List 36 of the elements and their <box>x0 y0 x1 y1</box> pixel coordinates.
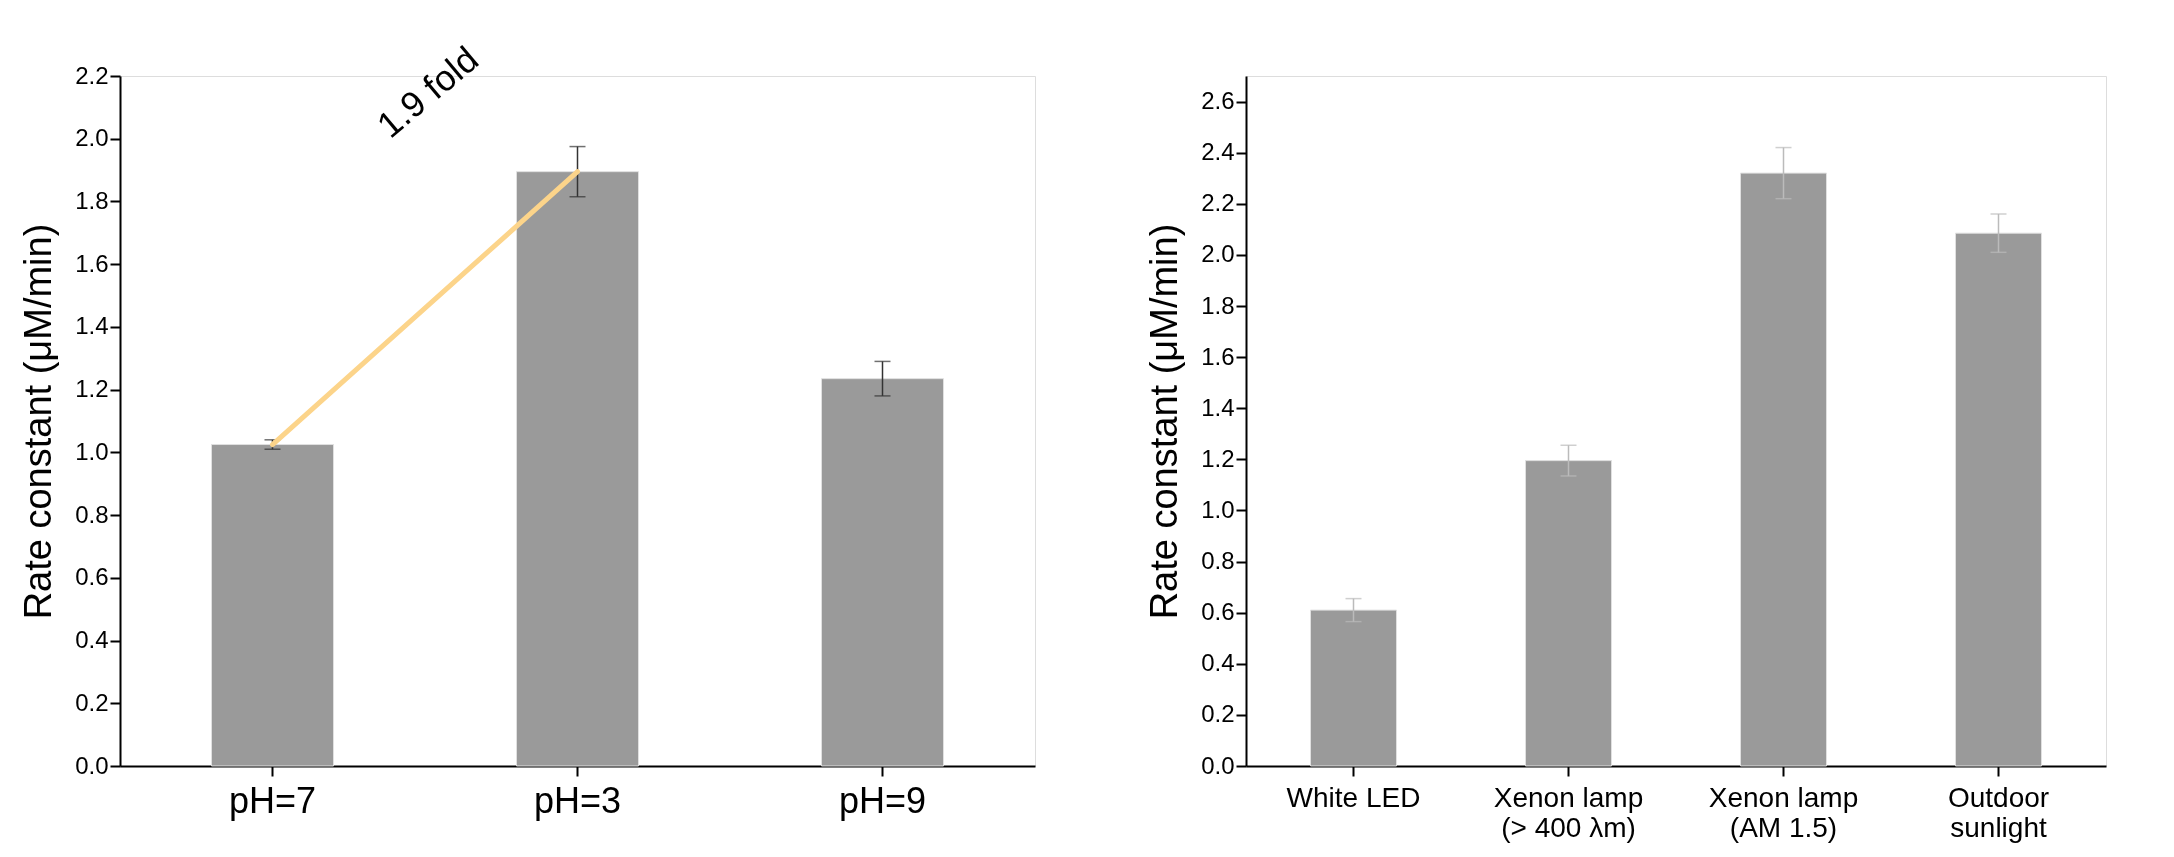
x-tick-label: pH=9 <box>838 779 927 821</box>
y-tick-label: 2.2 <box>75 61 109 89</box>
y-tick-label: 1.4 <box>1201 393 1235 421</box>
y-tick-label: 1.6 <box>1201 342 1235 370</box>
y-tick-label: 0.4 <box>75 626 109 654</box>
x-tick-label: White LED <box>1286 781 1421 813</box>
y-tick-label: 1.6 <box>75 249 109 277</box>
y-tick-label: 2.0 <box>1201 240 1235 268</box>
y-tick-label: 2.6 <box>1201 87 1235 115</box>
y-tick-label: 0.4 <box>1201 649 1235 677</box>
y-axis-title: Rate constant (μM/min) <box>1143 223 1186 620</box>
x-tick-label: Xenon lamp (AM 1.5) <box>1708 781 1859 843</box>
y-tick-label: 0.8 <box>1201 547 1235 575</box>
y-tick-label: 0.0 <box>1201 751 1235 779</box>
y-tick-label: 0.0 <box>75 751 109 779</box>
x-tick-label: pH=7 <box>228 779 317 821</box>
y-tick-label: 1.0 <box>1201 495 1235 523</box>
y-tick-label: 2.0 <box>75 124 109 152</box>
y-axis-title: Rate constant (μM/min) <box>17 223 60 620</box>
y-tick-label: 1.8 <box>1201 291 1235 319</box>
y-tick-label: 0.6 <box>75 563 109 591</box>
y-tick-label: 1.2 <box>75 375 109 403</box>
y-tick-label: 0.8 <box>75 500 109 528</box>
y-tick-label: 1.2 <box>1201 444 1235 472</box>
x-tick-label: Xenon lamp (> 400 λm) <box>1493 781 1644 843</box>
y-tick-label: 2.4 <box>1201 138 1235 166</box>
annotation: 1.9 fold <box>369 38 486 146</box>
x-tick-label: pH=3 <box>533 779 622 821</box>
x-tick-label: Outdoor sunlight <box>1947 781 2050 843</box>
y-tick-label: 0.2 <box>1201 700 1235 728</box>
y-tick-label: 1.0 <box>75 437 109 465</box>
y-tick-label: 0.2 <box>75 688 109 716</box>
y-tick-label: 0.6 <box>1201 598 1235 626</box>
y-tick-label: 1.8 <box>75 186 109 214</box>
y-tick-label: 1.4 <box>75 312 109 340</box>
y-tick-label: 2.2 <box>1201 189 1235 217</box>
